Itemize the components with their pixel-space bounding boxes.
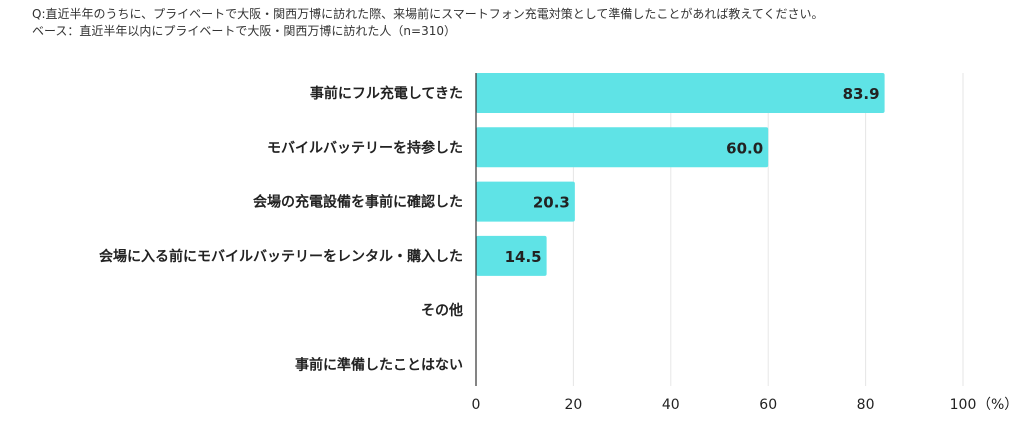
tick-label: 80 bbox=[857, 397, 875, 413]
category-label: 事前に準備したことはない bbox=[295, 357, 463, 374]
bar bbox=[476, 181, 575, 222]
base-text: ベース：直近半年以内にプライベートで大阪・関西万博に訪れた人（n=310） bbox=[32, 24, 456, 38]
category-label: 会場の充電設備を事前に確認した bbox=[253, 194, 463, 211]
data-label: 60.0 bbox=[726, 139, 763, 157]
data-label: 83.9 bbox=[843, 85, 880, 103]
question-text: Q:直近半年のうちに、プライベートで大阪・関西万博に訪れた際、来場前にスマートフ… bbox=[32, 7, 824, 21]
bar bbox=[476, 235, 547, 276]
tick-label: 40 bbox=[662, 397, 680, 413]
category-label: モバイルバッテリーを持参した bbox=[267, 139, 463, 156]
tick-label: 20 bbox=[564, 397, 582, 413]
category-label: その他 bbox=[421, 302, 463, 319]
tick-label: 100 bbox=[950, 397, 977, 413]
tick-label: 60 bbox=[759, 397, 777, 413]
bar bbox=[476, 127, 769, 168]
category-label: 事前にフル充電してきた bbox=[310, 85, 463, 102]
data-label: 14.5 bbox=[505, 248, 542, 266]
tick-label: 0 bbox=[472, 397, 481, 413]
unit-label: （%） bbox=[977, 397, 1018, 413]
category-label: 会場に入る前にモバイルバッテリーをレンタル・購入した bbox=[99, 248, 463, 265]
data-label: 20.3 bbox=[533, 194, 570, 212]
bar bbox=[476, 73, 885, 113]
